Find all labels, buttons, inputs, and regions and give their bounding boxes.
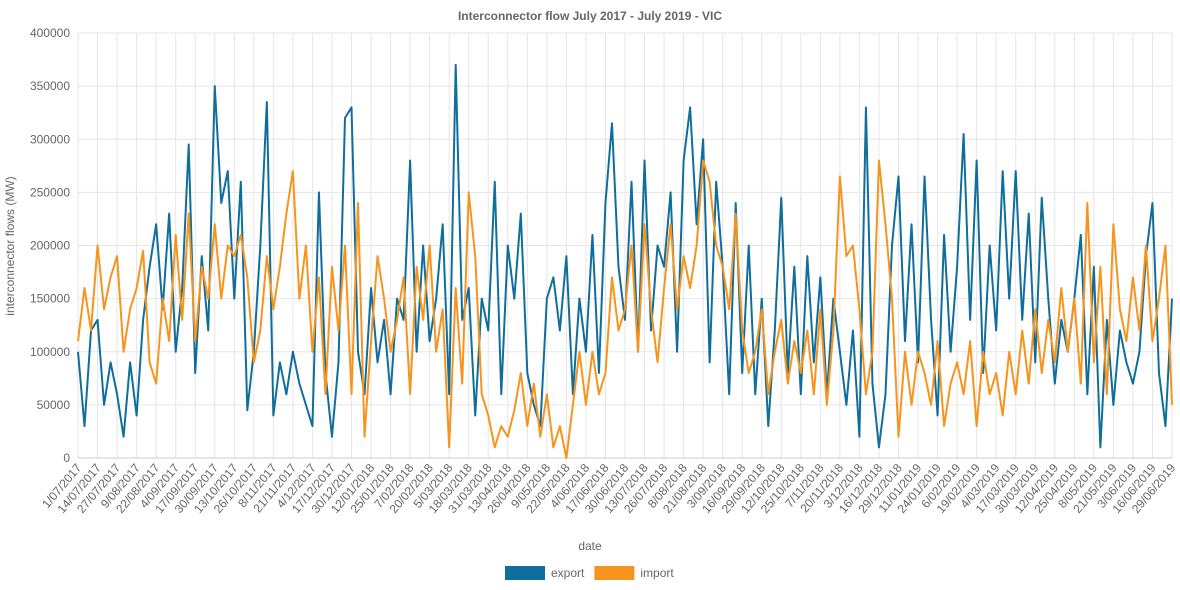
y-tick-label: 100000 [30,345,70,359]
legend-label: import [640,566,674,580]
y-tick-label: 200000 [30,239,70,253]
y-tick-label: 400000 [30,26,70,40]
y-tick-label: 150000 [30,292,70,306]
legend-swatch [505,566,545,580]
y-tick-label: 50000 [37,398,71,412]
line-export [77,63,1173,449]
x-axis-label: date [578,539,602,553]
y-tick-label: 250000 [30,185,70,199]
y-tick-label: 350000 [30,79,70,93]
y-tick-label: 0 [63,451,70,465]
legend-swatch [594,566,635,580]
legend-label: export [551,566,585,580]
line-import [77,159,1173,459]
chart-title: Interconnector flow July 2017 - July 201… [458,9,722,23]
y-axis-label: interconnector flows (MW) [3,176,17,315]
y-tick-label: 300000 [30,132,70,146]
